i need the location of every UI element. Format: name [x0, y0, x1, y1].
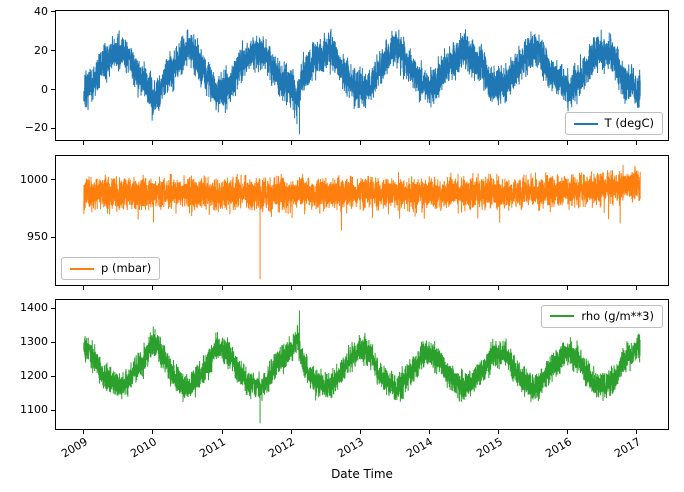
x-tick-mark [152, 286, 154, 290]
y-tick-label: 1300 [20, 335, 48, 349]
x-tick-mark [428, 286, 430, 290]
x-tick-label: 2015 [473, 435, 505, 461]
legend-pressure: p (mbar) [61, 257, 161, 280]
y-tick-mark [51, 236, 55, 238]
x-tick-mark [567, 286, 569, 290]
x-tick-mark [567, 141, 569, 145]
y-tick-label: −20 [24, 121, 48, 135]
y-tick-label: 0 [41, 82, 48, 96]
legend-temperature: T (degC) [564, 112, 663, 135]
x-tick-mark [359, 286, 361, 290]
x-tick-label: 2013 [335, 435, 367, 461]
legend-line-swatch-density [550, 315, 575, 318]
y-tick-label: 950 [27, 230, 48, 244]
x-tick-mark [221, 286, 223, 290]
x-tick-mark [498, 430, 499, 434]
y-tick-mark [51, 409, 55, 411]
subplot-temperature: T (degC) [55, 10, 669, 141]
x-tick-label: 2012 [266, 435, 298, 461]
y-tick-label: 1200 [20, 369, 48, 383]
y-tick-label: 40 [34, 4, 48, 18]
x-tick-mark [636, 286, 638, 290]
x-tick-mark [636, 141, 638, 145]
subplot-pressure: p (mbar) [55, 155, 669, 286]
legend-line-swatch-temperature [573, 122, 598, 125]
y-tick-label: 20 [34, 43, 48, 57]
x-tick-mark [567, 430, 569, 434]
x-tick-mark [290, 141, 292, 145]
y-tick-mark [51, 11, 55, 13]
x-tick-mark [498, 286, 499, 290]
legend-label-temperature: T (degC) [604, 116, 654, 131]
x-tick-mark [83, 430, 85, 434]
x-axis-title: Date Time [331, 467, 393, 481]
legend-density: rho (g/m**3) [541, 305, 663, 328]
x-tick-mark [290, 430, 292, 434]
x-tick-mark [428, 141, 430, 145]
y-tick-mark [51, 50, 55, 52]
y-tick-mark [51, 307, 55, 309]
y-tick-mark [51, 375, 55, 377]
x-tick-label: 2016 [542, 435, 574, 461]
x-tick-mark [221, 141, 223, 145]
x-tick-mark [83, 286, 85, 290]
x-tick-label: 2010 [128, 435, 159, 461]
y-tick-mark [51, 89, 55, 91]
legend-line-swatch-pressure [70, 267, 94, 270]
x-tick-label: 2011 [197, 435, 229, 461]
legend-label-pressure: p (mbar) [101, 261, 152, 276]
x-tick-mark [83, 141, 85, 145]
y-tick-label: 1000 [20, 172, 48, 186]
x-tick-mark [359, 430, 361, 434]
y-tick-label: 1400 [20, 301, 48, 315]
x-tick-mark [152, 430, 154, 434]
y-tick-mark [51, 341, 55, 343]
x-tick-mark [428, 430, 430, 434]
x-tick-mark [636, 430, 638, 434]
legend-label-density: rho (g/m**3) [581, 309, 654, 323]
y-tick-mark [51, 127, 55, 129]
x-tick-mark [359, 141, 361, 145]
x-tick-mark [152, 141, 154, 145]
subplot-density: rho (g/m**3) [55, 299, 669, 430]
y-tick-mark [51, 179, 55, 181]
x-tick-mark [221, 430, 223, 434]
x-tick-label: 2009 [59, 435, 90, 461]
x-tick-mark [498, 141, 499, 145]
x-tick-mark [290, 286, 292, 290]
y-tick-label: 1100 [20, 403, 48, 417]
x-tick-label: 2017 [612, 435, 643, 461]
x-tick-label: 2014 [404, 435, 436, 461]
